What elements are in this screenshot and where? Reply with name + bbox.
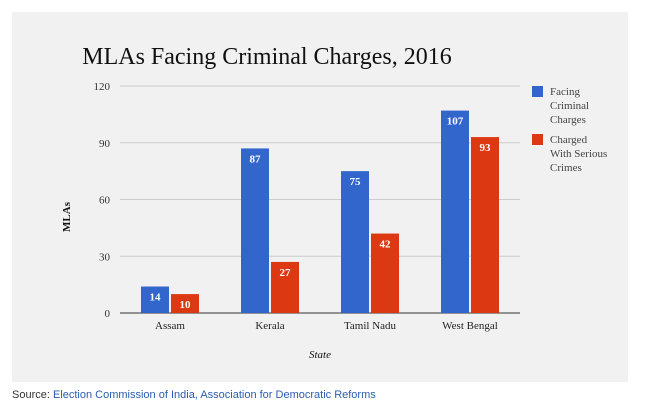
y-axis-title: MLAs [61, 201, 73, 232]
y-tick-label: 90 [99, 138, 111, 150]
legend-swatch [532, 134, 543, 145]
legend-label: Criminal [550, 100, 589, 112]
bar-data-label: 42 [380, 239, 392, 251]
y-tick-label: 0 [105, 308, 111, 320]
x-category-label: Tamil Nadu [344, 320, 397, 332]
legend-label: Charges [550, 114, 586, 126]
bar-data-label: 93 [480, 142, 492, 154]
legend-label: With Serious [550, 148, 607, 160]
x-category-label: Kerala [255, 320, 284, 332]
x-category-label: West Bengal [442, 320, 498, 332]
bar-data-label: 87 [250, 153, 262, 165]
labels-layer: 0 30 60 90 120 14 10 Assam 87 27 Kerala 75 42 Tamil N… [94, 81, 498, 332]
bar-data-label: 14 [150, 292, 162, 304]
bar-serious-crimes[interactable] [371, 233, 399, 313]
legend-label: Charged [550, 134, 588, 146]
y-tick-label: 60 [99, 195, 111, 207]
chart-panel: MLAs Facing Criminal Charges, 2016 0 30 60… [12, 12, 628, 382]
bar-serious-crimes[interactable] [271, 261, 299, 313]
bar-facing-charges[interactable] [141, 286, 169, 313]
x-axis-title: State [309, 349, 331, 361]
bar-data-label: 27 [280, 267, 292, 279]
chart-svg: MLAs Facing Criminal Charges, 2016 0 30 60… [61, 44, 607, 361]
legend-label: Facing [550, 86, 580, 98]
bar-facing-charges[interactable] [241, 148, 269, 313]
y-tick-label: 120 [94, 81, 111, 93]
x-category-label: Assam [155, 320, 185, 332]
bar-serious-crimes[interactable] [471, 137, 499, 313]
y-tick-label: 30 [99, 251, 111, 263]
bars-layer [141, 110, 499, 313]
bar-facing-charges[interactable] [441, 110, 469, 313]
legend-swatch [532, 86, 543, 97]
source-prefix: Source: [12, 389, 53, 401]
legend-label: Crimes [550, 162, 582, 174]
source-link[interactable]: Election Commission of India, Associatio… [52, 389, 376, 401]
source-line: Source: Election Commission of India, As… [12, 389, 376, 401]
bar-serious-crimes[interactable] [171, 294, 199, 313]
bar-data-label: 107 [447, 116, 464, 128]
legend: Facing Criminal Charges Charged With Serious… [532, 86, 607, 174]
chart-title: MLAs Facing Criminal Charges, 2016 [82, 44, 452, 70]
bar-data-label: 10 [180, 299, 192, 311]
bar-data-label: 75 [350, 176, 362, 188]
bar-facing-charges[interactable] [341, 171, 369, 313]
